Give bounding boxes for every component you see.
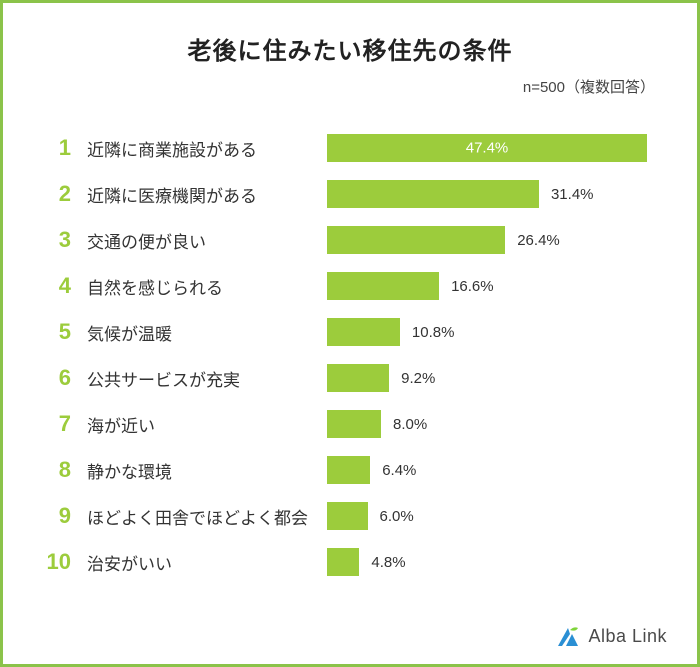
rank-number: 3 bbox=[39, 227, 73, 253]
bar-area: 10.8% bbox=[327, 318, 661, 346]
bar bbox=[327, 180, 539, 208]
chart-row: 2近隣に医療機関がある 31.4% bbox=[39, 171, 661, 217]
chart-row: 10治安がいい 4.8% bbox=[39, 539, 661, 585]
rank-number: 5 bbox=[39, 319, 73, 345]
bar-area: 6.4% bbox=[327, 456, 661, 484]
row-label: 治安がいい bbox=[73, 550, 327, 575]
bar bbox=[327, 272, 439, 300]
row-label: 交通の便が良い bbox=[73, 228, 327, 253]
logo-mark-icon bbox=[556, 624, 580, 648]
bar-value: 16.6% bbox=[451, 278, 494, 295]
bar-value: 31.4% bbox=[551, 186, 594, 203]
logo-text: Alba Link bbox=[588, 626, 667, 647]
chart-row: 4自然を感じられる 16.6% bbox=[39, 263, 661, 309]
row-label: 公共サービスが充実 bbox=[73, 366, 327, 391]
bar-area: 9.2% bbox=[327, 364, 661, 392]
bar bbox=[327, 226, 505, 254]
bar-value: 9.2% bbox=[401, 370, 435, 387]
bar-value: 10.8% bbox=[412, 324, 455, 341]
bar: 47.4% bbox=[327, 134, 647, 162]
row-label: 自然を感じられる bbox=[73, 274, 327, 299]
bar-value: 8.0% bbox=[393, 416, 427, 433]
rank-number: 1 bbox=[39, 135, 73, 161]
bar-value: 47.4% bbox=[466, 140, 509, 157]
bar-value: 26.4% bbox=[517, 232, 560, 249]
chart-row: 9ほどよく田舎でほどよく都会 6.0% bbox=[39, 493, 661, 539]
rank-number: 6 bbox=[39, 365, 73, 391]
bar bbox=[327, 410, 381, 438]
bar bbox=[327, 318, 400, 346]
row-label: 海が近い bbox=[73, 412, 327, 437]
bar-chart: 1近隣に商業施設がある 47.4% 2近隣に医療機関がある 31.4% 3交通の便が良い… bbox=[39, 125, 661, 585]
chart-title: 老後に住みたい移住先の条件 bbox=[39, 31, 661, 66]
bar bbox=[327, 456, 370, 484]
bar-value: 6.0% bbox=[380, 508, 414, 525]
chart-frame: 老後に住みたい移住先の条件 n=500（複数回答） 1近隣に商業施設がある 47.… bbox=[0, 0, 700, 667]
bar-area: 6.0% bbox=[327, 502, 661, 530]
bar bbox=[327, 548, 359, 576]
rank-number: 8 bbox=[39, 457, 73, 483]
rank-number: 4 bbox=[39, 273, 73, 299]
rank-number: 7 bbox=[39, 411, 73, 437]
bar-area: 47.4% bbox=[327, 134, 661, 162]
bar-value: 4.8% bbox=[371, 554, 405, 571]
rank-number: 2 bbox=[39, 181, 73, 207]
bar-area: 16.6% bbox=[327, 272, 661, 300]
row-label: 近隣に医療機関がある bbox=[73, 182, 327, 207]
chart-row: 6公共サービスが充実 9.2% bbox=[39, 355, 661, 401]
bar-value: 6.4% bbox=[382, 462, 416, 479]
rank-number: 9 bbox=[39, 503, 73, 529]
row-label: ほどよく田舎でほどよく都会 bbox=[73, 504, 327, 529]
bar bbox=[327, 502, 368, 530]
chart-row: 1近隣に商業施設がある 47.4% bbox=[39, 125, 661, 171]
chart-subtitle: n=500（複数回答） bbox=[39, 76, 655, 97]
row-label: 静かな環境 bbox=[73, 458, 327, 483]
brand-logo: Alba Link bbox=[556, 624, 667, 648]
row-label: 気候が温暖 bbox=[73, 320, 327, 345]
bar-area: 8.0% bbox=[327, 410, 661, 438]
chart-row: 7海が近い 8.0% bbox=[39, 401, 661, 447]
chart-row: 5気候が温暖 10.8% bbox=[39, 309, 661, 355]
bar bbox=[327, 364, 389, 392]
bar-area: 4.8% bbox=[327, 548, 661, 576]
bar-area: 31.4% bbox=[327, 180, 661, 208]
bar-area: 26.4% bbox=[327, 226, 661, 254]
rank-number: 10 bbox=[39, 549, 73, 575]
chart-row: 3交通の便が良い 26.4% bbox=[39, 217, 661, 263]
chart-row: 8静かな環境 6.4% bbox=[39, 447, 661, 493]
row-label: 近隣に商業施設がある bbox=[73, 136, 327, 161]
